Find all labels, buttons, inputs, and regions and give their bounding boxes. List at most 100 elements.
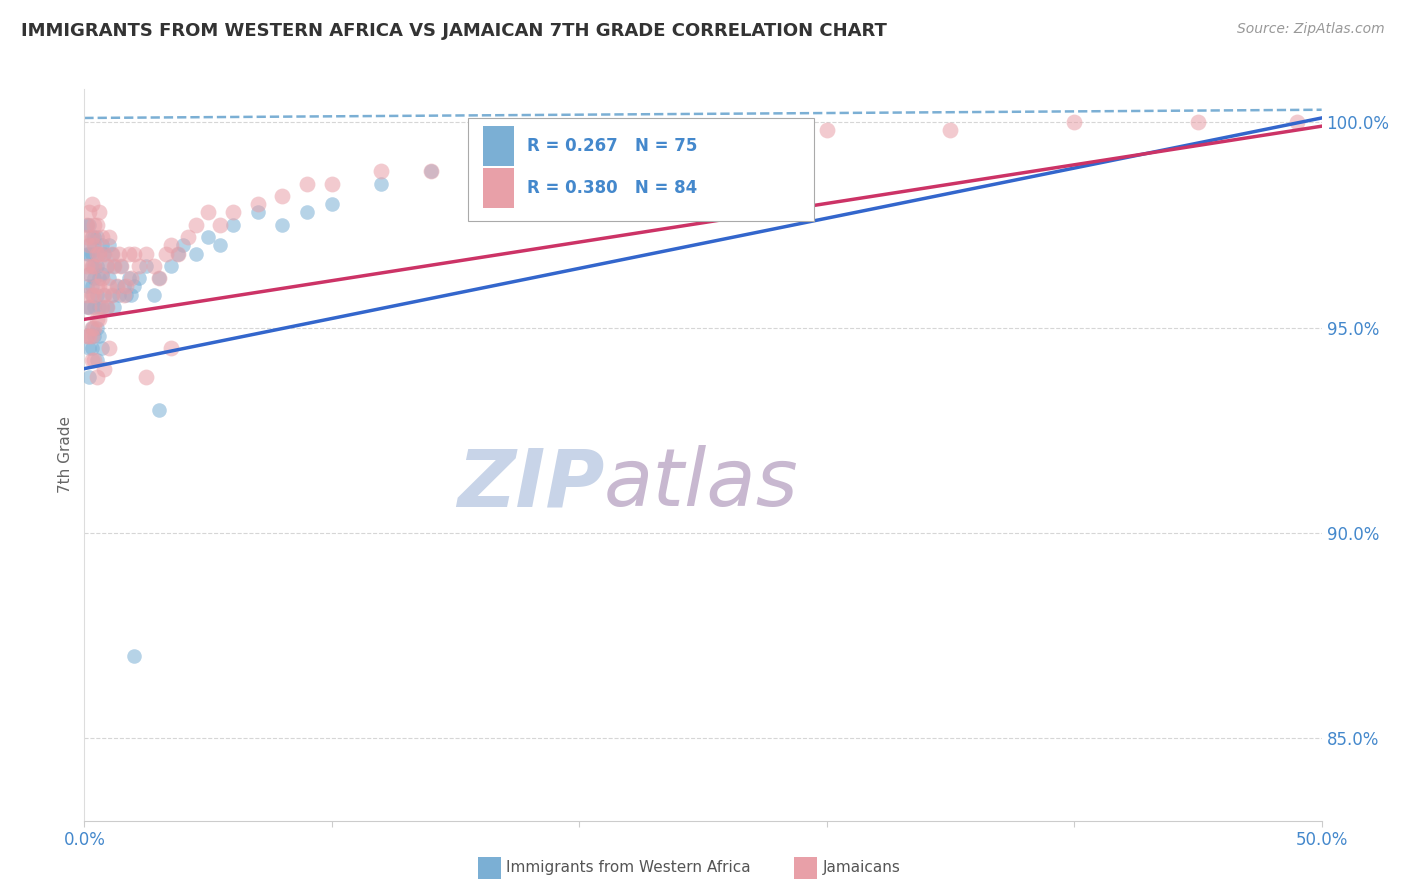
Point: [79, 238, 101, 252]
Point: [148, 402, 170, 417]
Point: [89, 246, 111, 260]
Point: [370, 177, 392, 191]
Point: [76, 328, 98, 343]
Point: [93, 246, 115, 260]
Point: [142, 259, 165, 273]
Point: [80, 341, 103, 355]
Point: [815, 123, 838, 137]
Point: [83, 353, 105, 368]
Point: [80, 197, 103, 211]
Point: [115, 279, 138, 293]
Point: [96, 300, 118, 314]
Point: [83, 271, 105, 285]
Point: [568, 148, 591, 162]
Point: [76, 279, 98, 293]
Point: [80, 246, 103, 260]
Point: [80, 353, 103, 368]
Point: [209, 238, 232, 252]
Point: [167, 246, 190, 260]
Point: [271, 218, 294, 232]
Bar: [482, 126, 513, 167]
Point: [100, 287, 122, 301]
Point: [1063, 115, 1085, 129]
Point: [83, 238, 105, 252]
Point: [470, 148, 492, 162]
Point: [83, 259, 105, 273]
Point: [83, 259, 105, 273]
Point: [90, 341, 112, 355]
Point: [83, 287, 105, 301]
Text: Source: ZipAtlas.com: Source: ZipAtlas.com: [1237, 22, 1385, 37]
Point: [79, 341, 101, 355]
Point: [79, 218, 101, 232]
Point: [86, 320, 108, 334]
Point: [93, 287, 115, 301]
Point: [142, 287, 165, 301]
Point: [617, 136, 640, 150]
Text: R = 0.380   N = 84: R = 0.380 N = 84: [527, 179, 697, 197]
Point: [79, 369, 101, 384]
Point: [86, 259, 108, 273]
Point: [184, 246, 207, 260]
Point: [89, 300, 111, 314]
Point: [80, 279, 103, 293]
Point: [105, 279, 128, 293]
Point: [98, 341, 121, 355]
Point: [167, 246, 190, 260]
Point: [83, 320, 105, 334]
Point: [79, 300, 101, 314]
Point: [103, 259, 125, 273]
Point: [419, 164, 441, 178]
Point: [222, 205, 245, 219]
Point: [103, 300, 125, 314]
Point: [105, 279, 128, 293]
Text: IMMIGRANTS FROM WESTERN AFRICA VS JAMAICAN 7TH GRADE CORRELATION CHART: IMMIGRANTS FROM WESTERN AFRICA VS JAMAIC…: [21, 22, 887, 40]
Point: [76, 230, 98, 244]
Point: [90, 267, 112, 281]
Point: [80, 230, 103, 244]
Point: [83, 328, 105, 343]
Point: [83, 218, 105, 232]
Point: [122, 649, 145, 664]
Point: [717, 123, 740, 137]
Point: [155, 246, 177, 260]
Point: [110, 259, 132, 273]
Point: [135, 246, 157, 260]
Point: [160, 341, 183, 355]
Point: [118, 246, 141, 260]
Point: [86, 230, 108, 244]
Point: [1285, 115, 1308, 129]
Point: [76, 259, 98, 273]
Point: [86, 312, 108, 326]
Point: [184, 218, 207, 232]
Point: [271, 189, 294, 203]
Point: [177, 230, 200, 244]
Point: [321, 197, 343, 211]
Point: [89, 271, 111, 285]
Point: [90, 271, 112, 285]
Point: [86, 246, 108, 260]
Point: [96, 259, 118, 273]
Point: [86, 353, 108, 368]
Point: [100, 246, 122, 260]
Text: Immigrants from Western Africa: Immigrants from Western Africa: [506, 861, 751, 875]
Point: [122, 279, 145, 293]
Point: [112, 279, 135, 293]
Point: [100, 246, 122, 260]
Point: [93, 246, 115, 260]
Point: [108, 246, 131, 260]
Point: [118, 271, 141, 285]
Point: [160, 238, 183, 252]
Y-axis label: 7th Grade: 7th Grade: [58, 417, 73, 493]
Point: [148, 271, 170, 285]
Point: [120, 287, 142, 301]
Point: [79, 246, 101, 260]
Point: [76, 218, 98, 232]
Point: [98, 271, 121, 285]
Point: [96, 259, 118, 273]
Point: [89, 246, 111, 260]
Point: [76, 287, 98, 301]
Point: [103, 259, 125, 273]
Point: [80, 230, 103, 244]
Point: [128, 271, 150, 285]
